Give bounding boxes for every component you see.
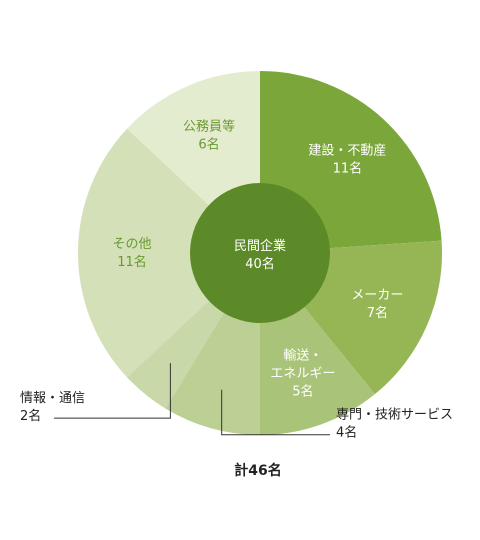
pie-slice-5 [77,128,260,378]
slice-label-6: 公務員等 6名 [183,119,235,153]
leader-line-4 [54,363,171,419]
slice-label-1: メーカー 7名 [351,288,403,321]
total-label: 計46名 [234,462,281,479]
center-label: 民間企業 40名 [234,238,286,272]
leader-line-3 [221,389,330,436]
slice-label-3: 専門・技術サービス 4名 [336,408,453,441]
slice-label-2: 輸送・エネルギー 5名 [270,349,335,400]
slice-label-0: 建設・不動産 11名 [308,142,386,176]
center-disc-private-companies [190,183,330,323]
leader-lines [54,363,330,436]
slice-label-5: その他 11名 [112,237,151,270]
slice-label-4: 情報・通信 2名 [20,391,85,424]
